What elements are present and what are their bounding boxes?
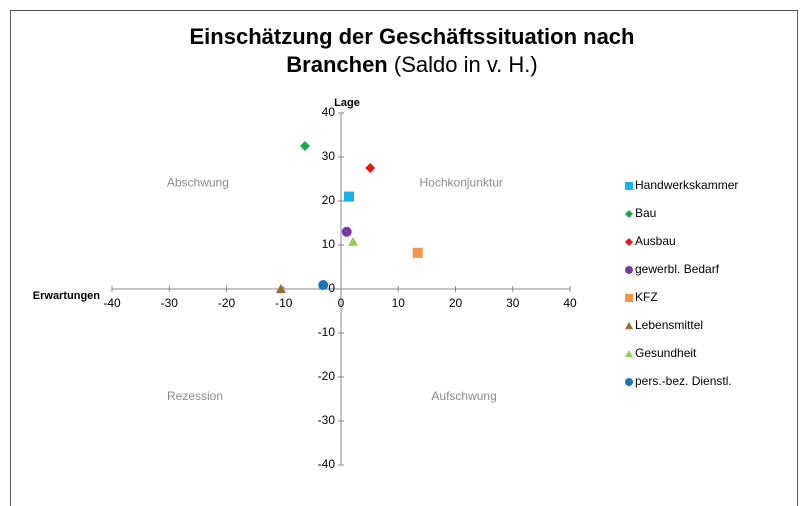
- marker-diamond: [299, 141, 310, 151]
- y-tick-label: 10: [322, 237, 336, 251]
- marker-diamond: [625, 238, 633, 246]
- x-tick-label: -20: [218, 296, 236, 310]
- x-tick-label: -10: [275, 296, 293, 310]
- y-tick-label: 20: [322, 193, 336, 207]
- chart-title: Einschätzung der Geschäftssituation nach: [190, 24, 635, 49]
- legend-label: Lebensmittel: [635, 318, 703, 332]
- x-tick-label: 20: [449, 296, 463, 310]
- marker-square: [625, 182, 633, 190]
- quadrant-label: Hochkonjunktur: [420, 176, 503, 190]
- legend-label: Bau: [635, 206, 656, 220]
- legend-label: pers.-bez. Dienstl.: [635, 374, 732, 388]
- marker-circle: [341, 226, 352, 237]
- chart-title-2: Branchen: [286, 52, 387, 77]
- y-tick-label: 40: [322, 105, 336, 119]
- y-tick-label: -20: [318, 369, 336, 383]
- x-tick-label: 10: [392, 296, 406, 310]
- y-axis-label: Lage: [334, 97, 360, 109]
- marker-diamond: [365, 163, 376, 173]
- y-tick-label: 0: [328, 281, 335, 295]
- quadrant-label: Rezession: [167, 389, 223, 403]
- marker-triangle: [625, 322, 633, 330]
- marker-triangle: [625, 350, 633, 358]
- legend-label: Ausbau: [635, 234, 676, 248]
- x-tick-label: 40: [563, 296, 577, 310]
- marker-square: [412, 247, 423, 258]
- marker-square: [344, 191, 355, 202]
- y-tick-label: -10: [318, 325, 336, 339]
- quadrant-label: Aufschwung: [431, 389, 496, 403]
- y-tick-label: -40: [318, 457, 336, 471]
- x-tick-label: 30: [506, 296, 520, 310]
- marker-diamond: [625, 210, 633, 218]
- y-tick-label: 30: [322, 149, 336, 163]
- legend-label: gewerbl. Bedarf: [635, 262, 720, 276]
- chart-frame: [10, 10, 798, 506]
- marker-triangle: [275, 284, 286, 293]
- marker-triangle: [348, 236, 359, 246]
- legend-label: Handwerkskammer: [635, 178, 738, 192]
- legend-label: Gesundheit: [635, 346, 697, 360]
- legend-label: KFZ: [635, 290, 658, 304]
- x-tick-label: -40: [103, 296, 121, 310]
- marker-circle: [318, 280, 329, 291]
- x-axis-label: Erwartungen: [33, 290, 101, 302]
- quadrant-label: Abschwung: [167, 176, 229, 190]
- y-tick-label: -30: [318, 413, 336, 427]
- chart-subtitle: (Saldo in v. H.): [394, 52, 538, 77]
- x-tick-label: -30: [161, 296, 179, 310]
- marker-circle: [625, 378, 633, 386]
- marker-circle: [625, 266, 633, 274]
- chart-title-line: Branchen (Saldo in v. H.): [286, 52, 537, 77]
- marker-square: [625, 294, 633, 302]
- x-tick-label: 0: [338, 296, 345, 310]
